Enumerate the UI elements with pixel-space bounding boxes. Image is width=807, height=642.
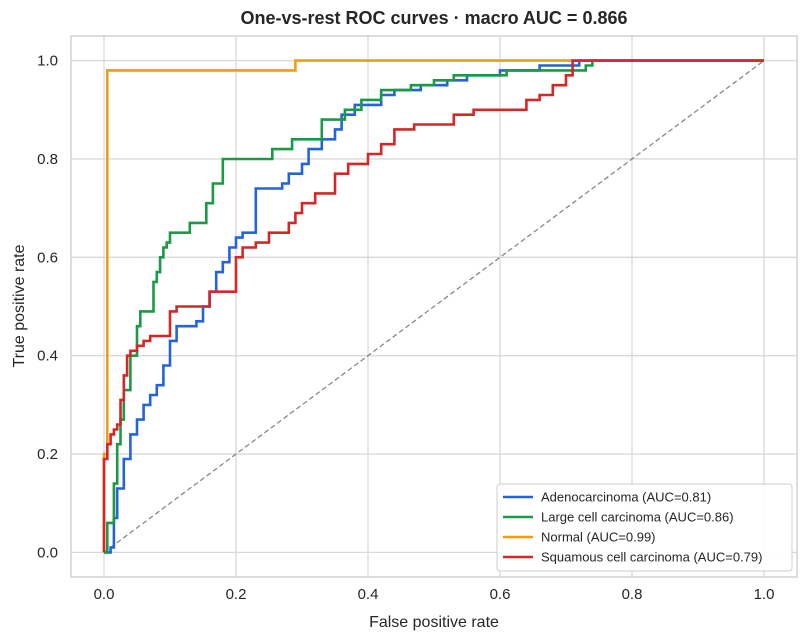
legend: Adenocarcinoma (AUC=0.81) Large cell carc… xyxy=(496,483,793,572)
x-tick-label: 0.4 xyxy=(358,586,379,603)
chance-line-group xyxy=(103,60,765,553)
y-tick-label: 0.4 xyxy=(37,348,58,365)
legend-label: Large cell carcinoma (AUC=0.86) xyxy=(541,510,734,525)
x-tick-label: 0.8 xyxy=(622,586,643,603)
legend-label: Adenocarcinoma (AUC=0.81) xyxy=(541,490,711,505)
x-tick-label: 0.6 xyxy=(490,586,511,603)
y-tick-label: 0.2 xyxy=(37,446,58,463)
tick-labels: 0.0 0.2 0.4 0.6 0.8 1.0 0.0 0.2 0.4 0.6 0.8 1.0 xyxy=(37,53,774,603)
roc-curve-4 xyxy=(102,59,764,553)
y-tick-label: 0.8 xyxy=(37,151,58,168)
chance-line xyxy=(103,60,765,553)
x-tick-label: 1.0 xyxy=(754,586,775,603)
chart-title: One-vs-rest ROC curves · macro AUC = 0.8… xyxy=(241,8,628,28)
legend-label: Squamous cell carcinoma (AUC=0.79) xyxy=(541,550,762,565)
y-axis-label: True positive rate xyxy=(11,244,28,367)
y-tick-label: 1.0 xyxy=(37,53,58,70)
legend-label: Normal (AUC=0.99) xyxy=(541,530,656,545)
x-tick-label: 0.0 xyxy=(94,586,115,603)
roc-curve-3 xyxy=(102,59,764,553)
grid-lines xyxy=(71,36,797,577)
roc-series-group xyxy=(102,59,764,554)
x-axis-label: False positive rate xyxy=(369,614,499,631)
x-tick-label: 0.2 xyxy=(226,586,247,603)
y-tick-label: 0.6 xyxy=(37,249,58,266)
legend-box xyxy=(496,483,793,572)
y-tick-label: 0.0 xyxy=(37,544,58,561)
plot-frame xyxy=(70,35,798,578)
